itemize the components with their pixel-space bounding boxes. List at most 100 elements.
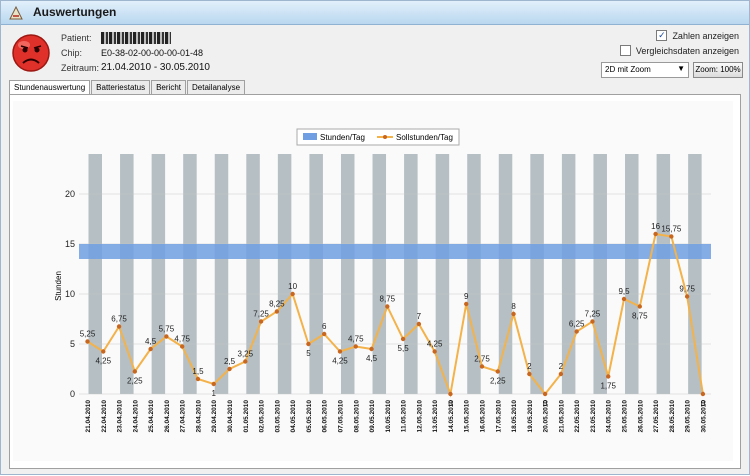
x-tick-label: 13.05.2010 <box>432 400 439 433</box>
date-stripe <box>151 154 166 394</box>
data-point <box>306 341 311 347</box>
data-label: 8,25 <box>269 300 285 309</box>
data-point <box>322 331 327 337</box>
x-tick-label: 29.05.2010 <box>685 400 692 433</box>
data-label: 2 <box>559 362 564 371</box>
patient-label: Patient: <box>61 33 92 43</box>
data-label: 4,25 <box>427 340 443 349</box>
data-point <box>400 336 406 342</box>
checkbox-unchecked-icon[interactable] <box>619 45 631 56</box>
x-tick-label: 26.05.2010 <box>637 400 644 433</box>
x-tick-label: 25.04.2010 <box>148 400 155 433</box>
checkbox-checked-icon[interactable]: ✓ <box>656 30 668 41</box>
window-title: Auswertungen <box>33 5 117 19</box>
data-point <box>116 324 122 329</box>
data-point <box>637 304 642 309</box>
date-stripe <box>309 154 323 394</box>
data-point <box>258 319 264 324</box>
data-label: 8,75 <box>380 295 396 304</box>
data-label: 0 <box>543 399 548 408</box>
title-bar: Auswertungen <box>1 1 749 25</box>
view-mode-value: 2D mit Zoom <box>605 65 651 74</box>
tab-batteriestatus[interactable]: Batteriestatus <box>91 80 151 94</box>
x-tick-label: 23.04.2010 <box>117 400 124 433</box>
y-axis-label: Stunden <box>54 271 63 301</box>
data-label: 16 <box>651 222 660 231</box>
data-point <box>527 371 532 377</box>
x-tick-label: 05.05.2010 <box>306 400 313 433</box>
data-point <box>148 346 153 352</box>
tab-bericht[interactable]: Bericht <box>151 80 186 94</box>
data-label: 2,5 <box>224 357 236 366</box>
x-tick-label: 20.05.2010 <box>543 400 550 433</box>
x-tick-label: 15.05.2010 <box>464 400 471 433</box>
view-mode-select[interactable]: 2D mit Zoom ▼ <box>601 62 689 78</box>
data-point <box>353 344 358 349</box>
data-point <box>448 391 453 397</box>
data-point <box>132 369 138 374</box>
data-point <box>479 364 485 369</box>
zoom-button[interactable]: Zoom: 100% <box>693 62 743 78</box>
app-icon <box>9 5 23 20</box>
data-label: 5,5 <box>398 344 410 353</box>
date-stripe <box>404 154 418 394</box>
x-tick-label: 07.05.2010 <box>337 400 344 433</box>
x-tick-label: 21.05.2010 <box>558 400 565 433</box>
x-tick-label: 09.05.2010 <box>369 400 376 433</box>
data-label: 4,5 <box>366 354 378 363</box>
data-point <box>290 291 295 297</box>
legend: Stunden/Tag Sollstunden/Tag <box>296 128 460 146</box>
show-numbers-label: Zahlen anzeigen <box>672 30 739 41</box>
data-label: 4,75 <box>174 335 190 344</box>
x-tick-label: 28.04.2010 <box>195 400 202 433</box>
date-stripe <box>593 154 607 394</box>
x-tick-label: 25.05.2010 <box>622 400 629 433</box>
data-label: 5,25 <box>80 330 96 339</box>
x-tick-label: 18.05.2010 <box>511 400 518 433</box>
data-point <box>243 359 248 364</box>
tab-detailanalyse[interactable]: Detailanalyse <box>187 80 246 94</box>
x-tick-label: 16.05.2010 <box>480 400 487 433</box>
data-point <box>574 329 579 334</box>
x-tick-label: 10.05.2010 <box>385 400 392 433</box>
x-tick-label: 22.05.2010 <box>574 400 581 433</box>
x-tick-label: 27.05.2010 <box>653 400 660 433</box>
date-stripe <box>530 154 544 394</box>
data-point <box>227 366 232 372</box>
x-tick-label: 03.05.2010 <box>274 400 281 433</box>
legend-swatch-band <box>303 133 317 140</box>
date-stripe <box>688 154 702 394</box>
date-stripe <box>120 154 134 394</box>
show-numbers-checkbox[interactable]: ✓ Zahlen anzeigen <box>656 30 739 41</box>
tab-bar: Stundenauswertung Batteriestatus Bericht… <box>9 80 246 94</box>
data-label: 2,25 <box>127 377 143 386</box>
x-tick-label: 24.05.2010 <box>606 400 613 433</box>
data-label: 6,25 <box>569 320 585 329</box>
date-stripe <box>561 154 576 394</box>
date-stripe <box>88 154 102 394</box>
tab-stundenauswertung[interactable]: Stundenauswertung <box>9 80 91 94</box>
data-label: 7,25 <box>585 310 601 319</box>
y-tick-label: 15 <box>65 239 75 249</box>
data-label: 1,75 <box>600 382 616 391</box>
show-compare-checkbox[interactable]: Vergleichsdaten anzeigen <box>619 45 739 56</box>
period-label: Zeitraum: <box>61 63 100 73</box>
data-point <box>369 346 374 352</box>
data-label: 9 <box>464 292 469 301</box>
data-point <box>653 231 658 237</box>
data-point <box>385 304 390 309</box>
y-tick-label: 0 <box>70 389 75 399</box>
data-point <box>558 371 564 377</box>
x-tick-label: 23.05.2010 <box>590 400 597 433</box>
target-hours-band <box>79 244 711 259</box>
data-label: 4,5 <box>145 337 157 346</box>
y-tick-label: 20 <box>65 189 75 199</box>
y-tick-label: 10 <box>65 289 75 299</box>
legend-label-stunden: Stunden/Tag <box>320 133 365 142</box>
date-stripe <box>435 154 450 394</box>
data-label: 15,75 <box>661 225 682 234</box>
data-point <box>432 349 437 354</box>
data-point <box>606 374 611 379</box>
